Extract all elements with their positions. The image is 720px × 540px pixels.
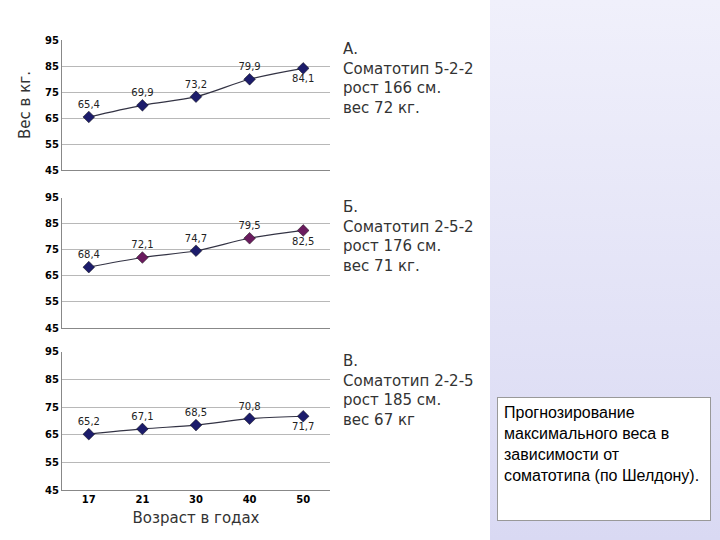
svg-text:Б.Соматотип 2-5-2рост 176 см.в: Б.Соматотип 2-5-2рост 176 см.вес 71 кг. bbox=[343, 198, 474, 275]
svg-text:72,1: 72,1 bbox=[131, 239, 153, 250]
svg-text:В.Соматотип 2-2-5рост 185 см.в: В.Соматотип 2-2-5рост 185 см.вес 67 кг bbox=[343, 352, 474, 429]
svg-text:21: 21 bbox=[135, 494, 149, 505]
svg-text:55: 55 bbox=[45, 139, 59, 150]
svg-text:50: 50 bbox=[296, 494, 310, 505]
svg-text:95: 95 bbox=[45, 192, 59, 203]
svg-text:68,5: 68,5 bbox=[185, 407, 207, 418]
svg-text:65: 65 bbox=[45, 270, 59, 281]
svg-text:45: 45 bbox=[45, 485, 59, 496]
html-text:Прогнозирование максимального: Прогнозирование максимального веса в зав… bbox=[504, 404, 700, 484]
svg-text:А.Соматотип 5-2-2рост 166 см.в: А.Соматотип 5-2-2рост 166 см.вес 72 кг. bbox=[343, 40, 474, 117]
svg-text:75: 75 bbox=[45, 87, 59, 98]
svg-text:65,2: 65,2 bbox=[78, 416, 100, 427]
svg-text:95: 95 bbox=[45, 35, 59, 46]
svg-text:55: 55 bbox=[45, 296, 59, 307]
svg-text:95: 95 bbox=[45, 346, 59, 357]
svg-text:73,2: 73,2 bbox=[185, 79, 207, 90]
svg-text:Возраст в годах: Возраст в годах bbox=[132, 509, 259, 527]
svg-text:45: 45 bbox=[45, 323, 59, 334]
svg-text:85: 85 bbox=[45, 218, 59, 229]
svg-text:40: 40 bbox=[243, 494, 257, 505]
svg-text:45: 45 bbox=[45, 165, 59, 176]
svg-text:67,1: 67,1 bbox=[131, 411, 153, 422]
svg-text:65: 65 bbox=[45, 429, 59, 440]
svg-text:65: 65 bbox=[45, 113, 59, 124]
svg-text:17: 17 bbox=[82, 494, 96, 505]
svg-text:75: 75 bbox=[45, 244, 59, 255]
svg-text:30: 30 bbox=[189, 494, 203, 505]
svg-text:79,5: 79,5 bbox=[238, 220, 260, 231]
svg-text:70,8: 70,8 bbox=[238, 401, 260, 412]
svg-text:55: 55 bbox=[45, 457, 59, 468]
svg-text:75: 75 bbox=[45, 402, 59, 413]
svg-text:65,4: 65,4 bbox=[78, 99, 100, 110]
svg-text:74,7: 74,7 bbox=[185, 233, 207, 244]
svg-text:69,9: 69,9 bbox=[131, 87, 153, 98]
svg-text:84,1: 84,1 bbox=[292, 73, 314, 84]
svg-text:82,5: 82,5 bbox=[292, 236, 314, 247]
svg-text:71,7: 71,7 bbox=[292, 421, 314, 432]
svg-text:85: 85 bbox=[45, 374, 59, 385]
svg-text:79,9: 79,9 bbox=[238, 61, 260, 72]
svg-text:Вес в кг.: Вес в кг. bbox=[16, 71, 34, 139]
svg-text:85: 85 bbox=[45, 61, 59, 72]
svg-text:68,4: 68,4 bbox=[78, 249, 100, 260]
